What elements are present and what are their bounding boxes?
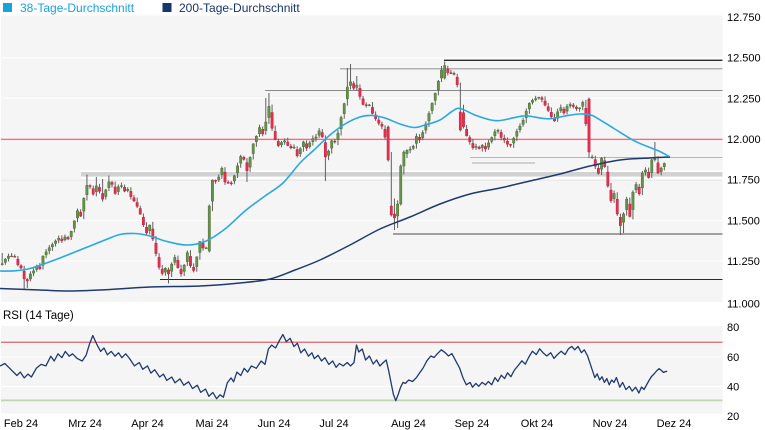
svg-text:Dez 24: Dez 24 bbox=[657, 418, 692, 430]
svg-text:20: 20 bbox=[727, 411, 739, 423]
svg-text:12.750: 12.750 bbox=[727, 12, 761, 24]
svg-text:40: 40 bbox=[727, 382, 739, 394]
svg-text:11.750: 11.750 bbox=[727, 175, 760, 187]
svg-text:12.500: 12.500 bbox=[727, 53, 761, 65]
svg-text:12.000: 12.000 bbox=[727, 134, 761, 146]
svg-text:Okt 24: Okt 24 bbox=[521, 418, 553, 430]
svg-text:Nov 24: Nov 24 bbox=[593, 418, 628, 430]
svg-text:RSI (14 Tage): RSI (14 Tage) bbox=[3, 310, 74, 322]
svg-text:Sep 24: Sep 24 bbox=[455, 418, 490, 430]
svg-text:80: 80 bbox=[727, 322, 739, 334]
svg-text:Feb 24: Feb 24 bbox=[4, 418, 38, 430]
svg-text:Aug 24: Aug 24 bbox=[391, 418, 426, 430]
svg-text:60: 60 bbox=[727, 352, 739, 364]
svg-text:38-Tage-Durchschnitt: 38-Tage-Durchschnitt bbox=[20, 1, 135, 15]
svg-text:200-Tage-Durchschnitt: 200-Tage-Durchschnitt bbox=[179, 1, 300, 15]
svg-text:Apr 24: Apr 24 bbox=[131, 418, 163, 430]
svg-text:Mrz 24: Mrz 24 bbox=[68, 418, 102, 430]
svg-text:Jul 24: Jul 24 bbox=[319, 418, 348, 430]
svg-text:Mai 24: Mai 24 bbox=[195, 418, 228, 430]
svg-text:12.250: 12.250 bbox=[727, 93, 761, 105]
svg-text:11.000: 11.000 bbox=[727, 298, 760, 310]
svg-text:11.500: 11.500 bbox=[727, 215, 760, 227]
svg-text:11.250: 11.250 bbox=[727, 256, 760, 268]
svg-text:Jun 24: Jun 24 bbox=[257, 418, 290, 430]
